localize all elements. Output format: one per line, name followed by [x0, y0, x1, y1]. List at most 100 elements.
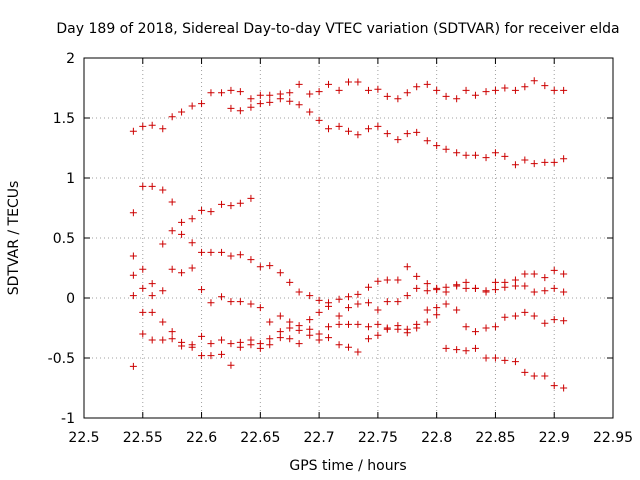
data-point-marker — [491, 86, 499, 94]
data-point-marker — [236, 199, 244, 207]
data-point-marker — [218, 248, 226, 256]
data-point-marker — [453, 306, 461, 314]
data-point-marker — [266, 262, 274, 270]
series-track-7 — [129, 311, 568, 392]
data-point-marker — [306, 316, 314, 324]
data-point-marker — [560, 86, 568, 94]
data-point-marker — [247, 256, 255, 264]
data-point-marker — [236, 251, 244, 259]
data-point-marker — [247, 103, 255, 111]
data-point-marker — [511, 282, 519, 290]
data-point-marker — [423, 318, 431, 326]
data-point-marker — [325, 323, 333, 331]
data-point-marker — [354, 78, 362, 86]
data-point-marker — [442, 300, 450, 308]
data-point-marker — [345, 304, 352, 312]
data-point-marker — [345, 293, 352, 301]
series-track-5 — [129, 264, 568, 330]
data-point-marker — [295, 288, 303, 296]
data-point-marker — [550, 284, 558, 292]
data-point-marker — [501, 356, 509, 364]
data-point-marker — [345, 320, 352, 328]
data-markers — [129, 77, 568, 392]
data-point-marker — [286, 97, 294, 105]
data-point-marker — [315, 308, 323, 316]
data-point-marker — [295, 326, 303, 334]
data-point-marker — [383, 130, 391, 138]
data-point-marker — [374, 320, 382, 328]
y-tick-label: 1 — [66, 171, 75, 187]
x-axis-label: GPS time / hours — [289, 458, 406, 474]
y-axis-label: SDTVAR / TECUs — [6, 181, 22, 296]
data-point-marker — [413, 324, 421, 332]
data-point-marker — [560, 384, 568, 392]
data-point-marker — [295, 101, 303, 109]
data-point-marker — [139, 308, 147, 316]
data-point-marker — [295, 340, 303, 348]
data-point-marker — [403, 329, 411, 337]
data-point-marker — [521, 282, 529, 290]
data-point-marker — [168, 113, 176, 121]
data-point-marker — [276, 334, 284, 342]
data-point-marker — [471, 284, 479, 292]
data-point-marker — [218, 89, 226, 97]
data-point-marker — [325, 80, 333, 88]
data-point-marker — [159, 336, 167, 344]
data-point-marker — [530, 312, 538, 320]
data-point-marker — [345, 343, 352, 351]
data-point-marker — [383, 276, 391, 284]
data-point-marker — [521, 308, 529, 316]
data-point-marker — [139, 122, 147, 130]
x-tick-label: 22.8 — [421, 430, 452, 446]
data-point-marker — [256, 304, 264, 312]
data-point-marker — [159, 240, 167, 248]
data-point-marker — [335, 86, 343, 94]
data-point-marker — [139, 284, 147, 292]
data-point-marker — [306, 325, 314, 333]
data-point-marker — [188, 239, 196, 247]
grid — [84, 58, 613, 418]
data-point-marker — [482, 88, 490, 96]
data-point-marker — [462, 151, 470, 159]
data-point-marker — [521, 156, 529, 164]
data-point-marker — [148, 121, 156, 129]
data-point-marker — [364, 125, 372, 133]
data-point-marker — [306, 108, 314, 116]
data-point-marker — [501, 152, 509, 160]
data-point-marker — [482, 354, 490, 362]
x-tick-label: 22.5 — [68, 430, 99, 446]
data-point-marker — [550, 316, 558, 324]
data-point-marker — [178, 230, 186, 238]
data-point-marker — [315, 336, 323, 344]
data-point-marker — [276, 328, 284, 336]
data-point-marker — [491, 354, 499, 362]
data-point-marker — [491, 278, 499, 286]
axis-ticks: 22.5 22.55 22.6 22.65 22.7 22.75 22.8 22.85 22.9… — [48, 51, 633, 446]
data-point-marker — [462, 86, 470, 94]
series-track-6 — [129, 292, 568, 349]
data-point-marker — [482, 287, 490, 295]
data-point-marker — [530, 372, 538, 380]
data-point-marker — [521, 368, 529, 376]
data-point-marker — [433, 86, 441, 94]
data-point-marker — [374, 122, 382, 130]
data-point-marker — [139, 330, 147, 338]
data-point-marker — [335, 341, 343, 349]
data-point-marker — [394, 95, 402, 103]
data-point-marker — [256, 344, 264, 352]
data-point-marker — [364, 323, 372, 331]
data-point-marker — [207, 208, 215, 216]
data-point-marker — [148, 280, 156, 288]
data-point-marker — [530, 270, 538, 278]
data-point-marker — [491, 286, 499, 294]
series-track-4 — [129, 227, 568, 307]
x-tick-label: 22.9 — [539, 430, 570, 446]
data-point-marker — [198, 100, 206, 108]
data-point-marker — [482, 324, 490, 332]
data-point-marker — [560, 317, 568, 325]
data-point-marker — [168, 227, 176, 235]
data-point-marker — [423, 280, 431, 288]
data-point-marker — [218, 200, 226, 208]
series-track-1 — [129, 77, 568, 135]
data-point-marker — [188, 343, 196, 351]
